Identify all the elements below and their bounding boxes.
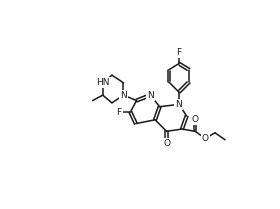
Text: N: N bbox=[176, 100, 182, 109]
Text: F: F bbox=[116, 108, 122, 117]
Text: HN: HN bbox=[96, 78, 109, 87]
Text: N: N bbox=[147, 91, 154, 100]
Text: O: O bbox=[202, 134, 209, 143]
Text: O: O bbox=[192, 115, 199, 124]
Text: O: O bbox=[163, 139, 170, 148]
Text: N: N bbox=[120, 91, 127, 100]
Text: F: F bbox=[176, 48, 181, 57]
